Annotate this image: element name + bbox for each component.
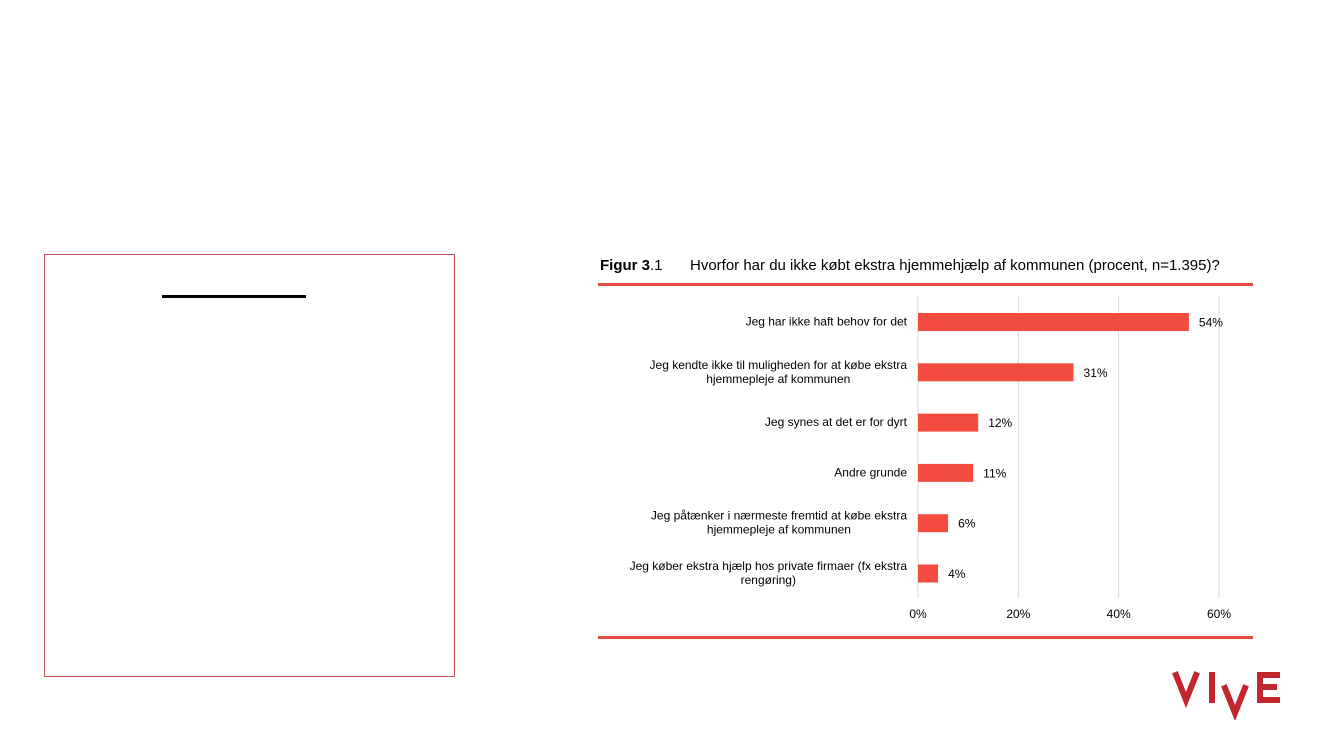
value-label: 54% xyxy=(1199,316,1223,330)
category-label: Jeg køber ekstra hjælp hos private firma… xyxy=(630,559,908,587)
category-label: Jeg har ikke haft behov for det xyxy=(746,315,908,329)
vive-logo xyxy=(1172,671,1280,720)
tick-label: 40% xyxy=(1107,607,1131,621)
heading-rule xyxy=(162,295,306,298)
bar-chart: 54% Jeg har ikke haft behov for det 31% Jeg… xyxy=(630,296,1231,621)
category-label-line: Andre grunde xyxy=(834,465,907,479)
value-label: 12% xyxy=(988,416,1012,430)
bar xyxy=(918,463,974,482)
category-label: Andre grunde xyxy=(834,465,907,479)
figure-top-rule xyxy=(598,283,1253,286)
bar xyxy=(918,313,1189,331)
figure-title: Hvorfor har du ikke købt ekstra hjemmehj… xyxy=(690,257,1220,274)
category-label: Jeg påtænker i nærmeste fremtid at købe … xyxy=(651,509,907,537)
tick-label: 60% xyxy=(1207,607,1231,621)
category-label-line: Jeg påtænker i nærmeste fremtid at købe … xyxy=(651,509,907,523)
category-label: Jeg kendte ikke til muligheden for at kø… xyxy=(650,358,908,386)
tick-label: 20% xyxy=(1006,607,1030,621)
value-label: 4% xyxy=(948,567,966,581)
category-label-line: hjemmepleje af kommunen xyxy=(707,523,851,537)
figure-bottom-rule xyxy=(598,636,1253,639)
category-label-line: Jeg synes at det er for dyrt xyxy=(765,415,908,429)
figure-label: Figur 3.1 xyxy=(600,257,663,274)
category-label: Jeg synes at det er for dyrt xyxy=(765,415,908,429)
bar xyxy=(918,413,979,432)
bar xyxy=(918,363,1074,382)
bar xyxy=(918,564,939,583)
category-label-line: Jeg køber ekstra hjælp hos private firma… xyxy=(630,559,908,573)
category-label-line: Jeg har ikke haft behov for det xyxy=(746,315,908,329)
value-label: 31% xyxy=(1084,366,1108,380)
tick-label: 0% xyxy=(909,607,927,621)
figure-heading: Figur 3.1 Hvorfor har du ikke købt ekstr… xyxy=(600,257,1260,277)
value-label: 6% xyxy=(958,517,976,531)
placeholder-box xyxy=(44,254,455,677)
category-label-line: hjemmepleje af kommunen xyxy=(706,372,850,386)
category-label-line: rengøring) xyxy=(741,573,796,587)
figure-label-bold: Figur 3 xyxy=(600,257,651,274)
category-label-line: Jeg kendte ikke til muligheden for at kø… xyxy=(650,358,908,372)
value-label: 11% xyxy=(983,466,1006,480)
figure-label-rest: .1 xyxy=(650,257,663,274)
bar xyxy=(918,514,949,533)
